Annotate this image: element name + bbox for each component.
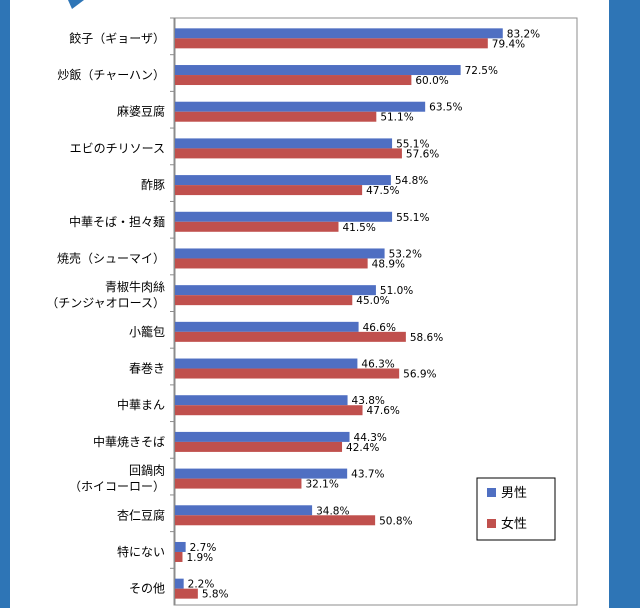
category-labels: 餃子（ギョーザ） 炒飯（チャーハン） 麻婆豆腐エビのチリソース酢豚中華そば・担々麺焼… [46, 30, 165, 595]
data-label: 43.8% [352, 395, 385, 407]
category-label: 中華そば・担々麺 [69, 214, 165, 229]
data-label: 32.1% [305, 479, 338, 491]
corner-arrow-icon [68, 0, 84, 9]
category-label: 麻婆豆腐 [117, 104, 165, 119]
bar-female [175, 75, 412, 86]
bar-female [175, 551, 183, 562]
data-label: 45.0% [356, 295, 389, 307]
data-label: 72.5% [465, 65, 498, 77]
data-label: 48.9% [372, 258, 405, 270]
legend-label: 女性 [501, 516, 527, 532]
bar-male [175, 285, 376, 296]
data-label: 47.5% [366, 185, 399, 197]
data-label: 53.2% [389, 248, 422, 260]
data-label: 79.4% [492, 38, 525, 50]
data-label: 51.1% [380, 112, 413, 124]
data-label: 55.1% [396, 138, 429, 150]
data-label: 41.5% [342, 222, 375, 234]
data-label: 55.1% [396, 212, 429, 224]
bar-female [175, 478, 302, 489]
bar-male [175, 578, 184, 589]
bar-female [175, 258, 368, 269]
data-label: 60.0% [415, 75, 448, 87]
bar-female [175, 185, 363, 196]
bar-male [175, 138, 393, 149]
category-label: 炒飯（チャーハン） [57, 67, 165, 82]
data-label: 2.7% [190, 542, 217, 554]
data-label: 1.9% [186, 552, 213, 564]
data-label: 58.6% [410, 332, 443, 344]
category-label: 杏仁豆腐 [117, 507, 165, 522]
bar-male [175, 321, 359, 332]
data-label: 54.8% [395, 175, 428, 187]
bar-female [175, 405, 363, 416]
data-label: 83.2% [507, 28, 540, 40]
bar-male [175, 65, 461, 76]
bar-male [175, 248, 385, 259]
category-label: 餃子（ギョーザ） [69, 30, 165, 45]
bar-male [175, 101, 426, 112]
category-label: 焼売（シューマイ） [57, 250, 165, 265]
bar-chart: 餃子（ギョーザ） 炒飯（チャーハン） 麻婆豆腐エビのチリソース酢豚中華そば・担々麺焼… [46, 17, 578, 606]
bar-female [175, 38, 488, 49]
data-label: 56.9% [403, 369, 436, 381]
data-label: 51.0% [380, 285, 413, 297]
category-label: 春巻き [129, 362, 165, 376]
data-label: 63.5% [429, 102, 462, 114]
data-label: 5.8% [202, 589, 229, 601]
data-label: 50.8% [379, 515, 412, 527]
data-label: 42.4% [346, 442, 379, 454]
bar-female [175, 111, 377, 122]
category-label: 青椒牛肉絲（チンジャオロース） [46, 279, 165, 310]
bar-male [175, 211, 393, 222]
bar-male [175, 505, 313, 516]
bar-male [175, 28, 503, 39]
bar-male [175, 541, 186, 552]
bar-female [175, 221, 339, 232]
category-label: その他 [129, 582, 165, 596]
data-label: 43.7% [351, 469, 384, 481]
legend-swatch [487, 519, 496, 528]
bar-female [175, 515, 376, 526]
data-label: 47.6% [367, 405, 400, 417]
value-labels: 83.2%79.4%72.5%60.0%63.5%51.1%55.1%57.6%… [186, 28, 540, 600]
category-label: 酢豚 [141, 177, 165, 192]
data-label: 46.6% [363, 322, 396, 334]
bar-male [175, 175, 391, 186]
bar-female [175, 295, 353, 306]
bar-female [175, 148, 402, 159]
bar-male [175, 468, 348, 479]
bar-female [175, 441, 343, 452]
category-label: エビのチリソース [70, 141, 165, 155]
category-label: 中華まん [117, 397, 165, 412]
data-label: 44.3% [354, 432, 387, 444]
bars [175, 28, 503, 599]
bar-female [175, 368, 400, 379]
category-label: 回鍋肉（ホイコーロー） [69, 463, 165, 494]
category-label: 特にない [117, 544, 165, 559]
data-label: 34.8% [316, 505, 349, 517]
data-label: 2.2% [188, 579, 215, 591]
bar-male [175, 431, 350, 442]
category-label: 中華焼きそば [93, 434, 165, 449]
bar-female [175, 588, 198, 599]
bar-female [175, 331, 406, 342]
category-label: 小籠包 [129, 324, 165, 339]
data-label: 46.3% [361, 359, 394, 371]
chart-panel: 餃子（ギョーザ） 炒飯（チャーハン） 麻婆豆腐エビのチリソース酢豚中華そば・担々麺焼… [10, 0, 609, 608]
bar-male [175, 395, 348, 406]
data-label: 57.6% [406, 148, 439, 160]
legend-swatch [487, 488, 496, 497]
bar-male [175, 358, 358, 369]
legend-label: 男性 [501, 486, 527, 501]
